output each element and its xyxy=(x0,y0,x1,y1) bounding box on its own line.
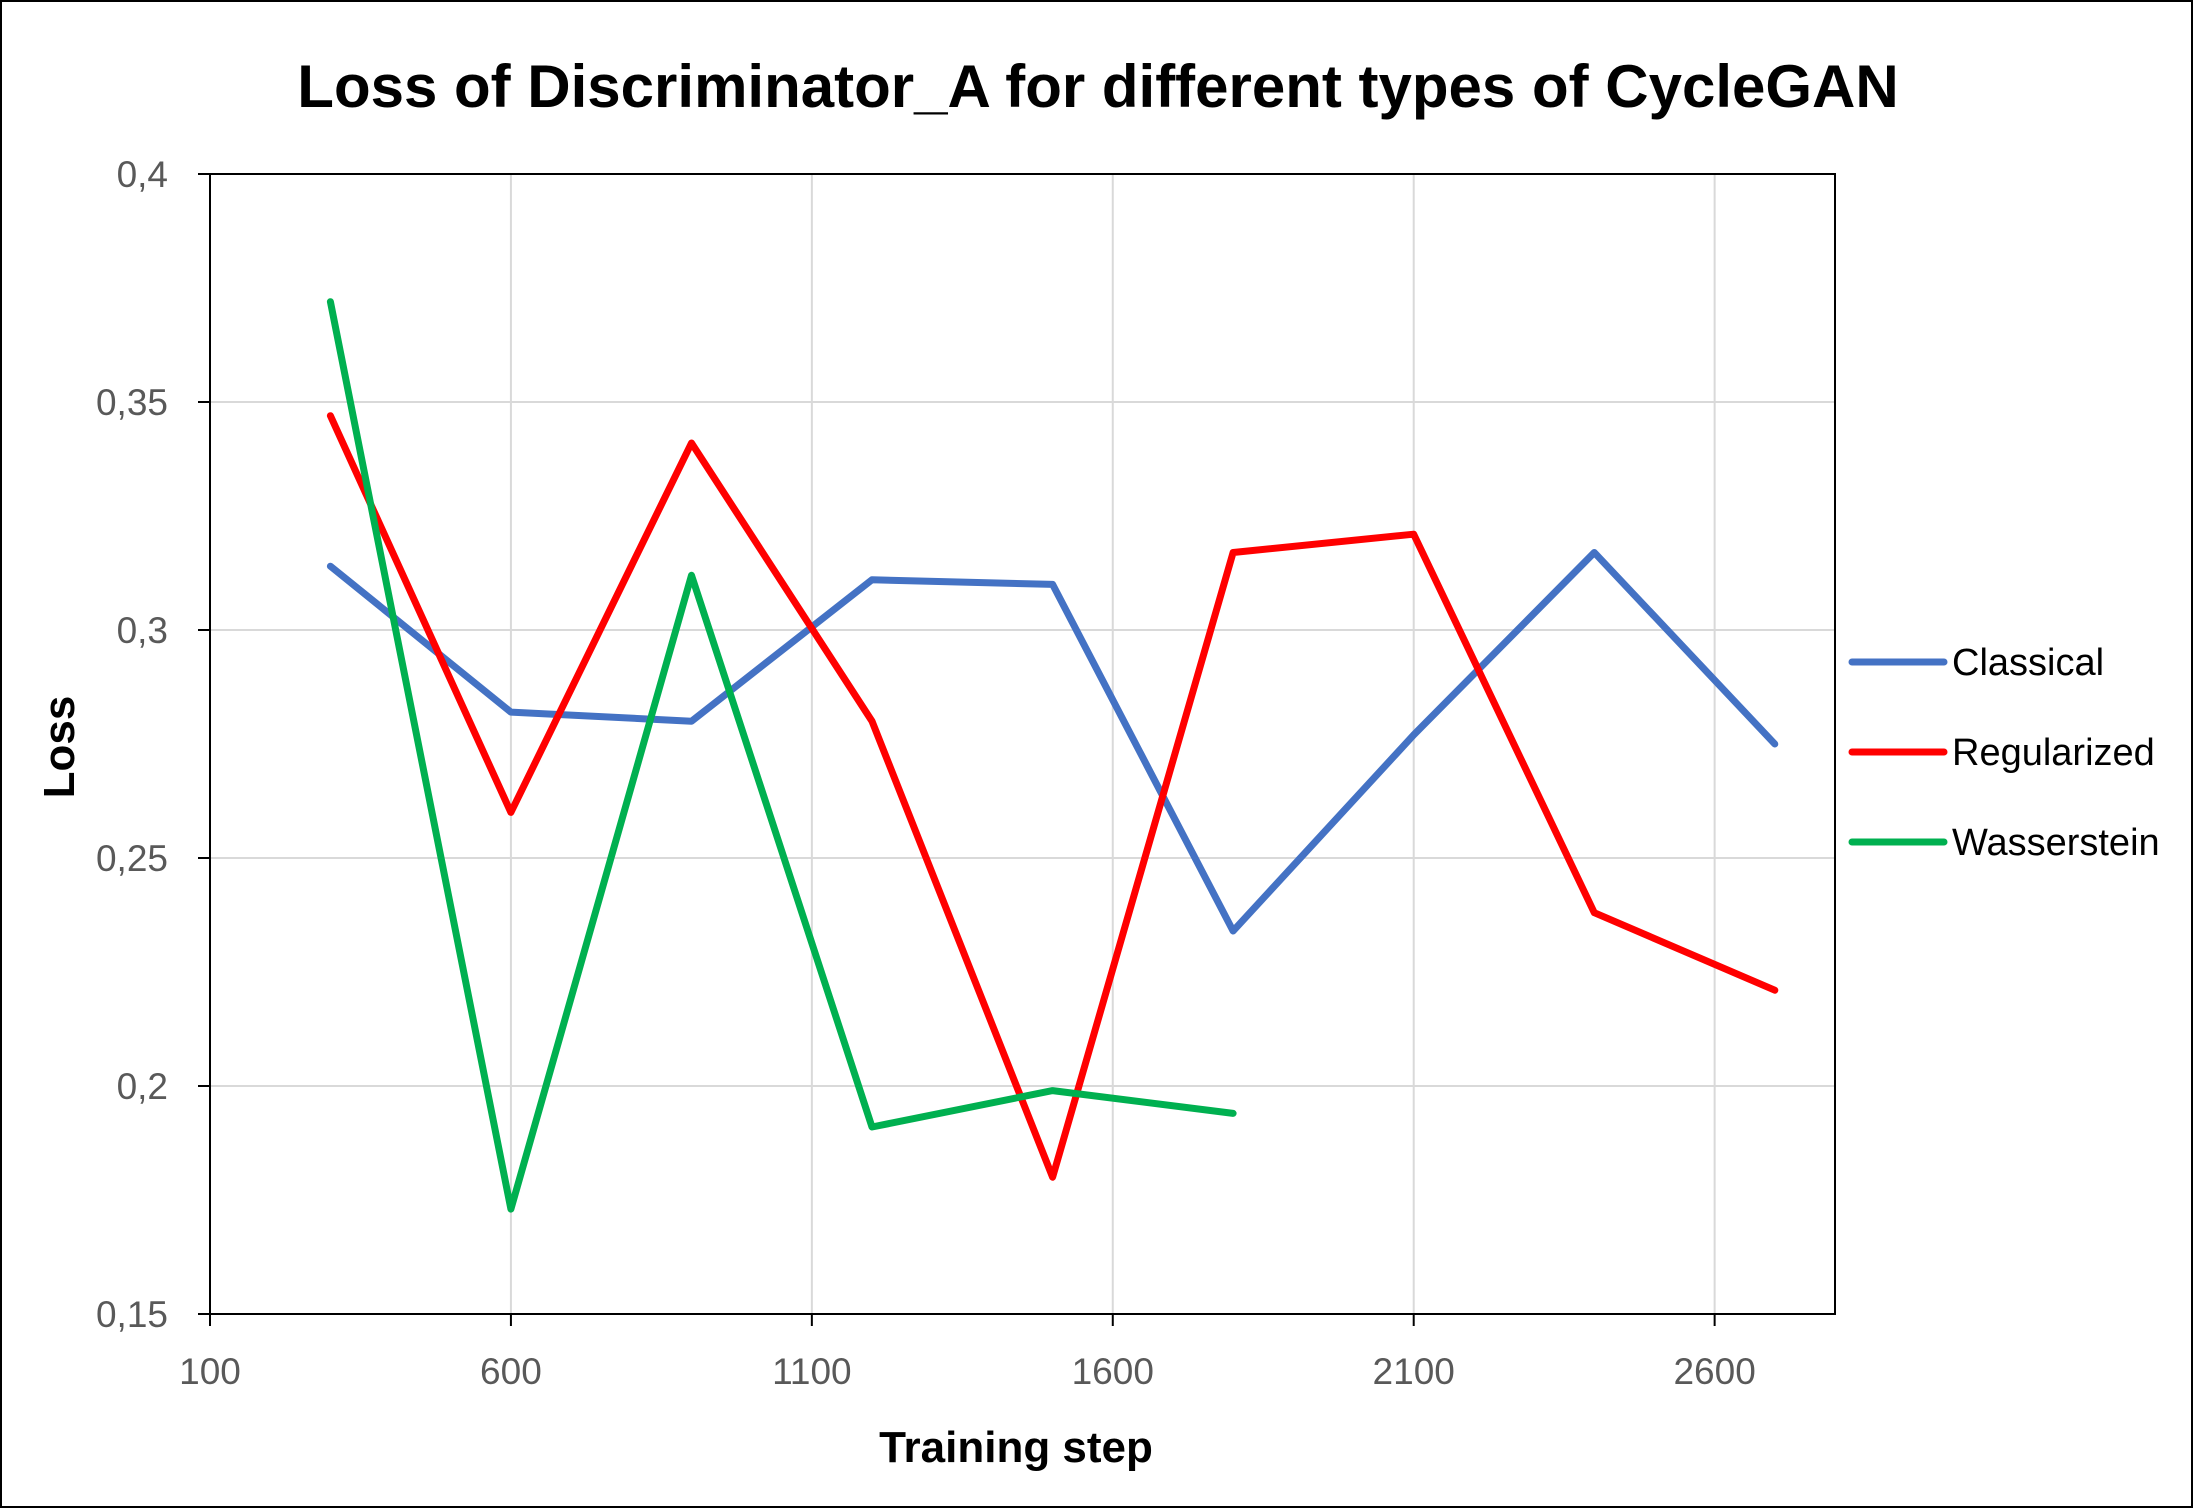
gridlines xyxy=(210,174,1835,1314)
x-tick-label: 600 xyxy=(480,1351,542,1392)
legend-label-wasserstein: Wasserstein xyxy=(1952,822,2160,864)
x-tick-label: 2600 xyxy=(1673,1351,1755,1392)
x-axis-title: Training step xyxy=(879,1423,1153,1472)
legend-label-classical: Classical xyxy=(1952,642,2104,684)
y-tick-label: 0,35 xyxy=(96,382,168,423)
series-line-classical xyxy=(326,549,1779,935)
series-lines xyxy=(326,298,1779,1213)
x-tick-label: 100 xyxy=(179,1351,241,1392)
plot-area xyxy=(209,173,1836,1315)
x-axis-ticks: 100 600 1100 1600 2100 2600 xyxy=(179,1314,1756,1392)
chart-title: Loss of Discriminator_A for different ty… xyxy=(297,53,1898,120)
y-tick-label: 0,25 xyxy=(96,838,168,879)
legend-label-regularized: Regularized xyxy=(1952,732,2155,774)
x-tick-label: 1100 xyxy=(772,1351,852,1392)
y-tick-label: 0,4 xyxy=(117,154,168,195)
y-tick-label: 0,3 xyxy=(117,610,168,651)
series-line-regularized xyxy=(326,412,1779,1181)
x-tick-label: 2100 xyxy=(1373,1351,1455,1392)
y-axis-ticks: 0,15 0,2 0,25 0,3 0,35 0,4 xyxy=(96,154,210,1335)
legend: Classical Regularized Wasserstein xyxy=(1848,642,2160,864)
x-tick-label: 1600 xyxy=(1072,1351,1154,1392)
y-tick-label: 0,15 xyxy=(96,1294,168,1335)
series-line-wasserstein xyxy=(326,298,1237,1213)
y-axis-title: Loss xyxy=(35,696,84,799)
y-tick-label: 0,2 xyxy=(117,1066,168,1107)
